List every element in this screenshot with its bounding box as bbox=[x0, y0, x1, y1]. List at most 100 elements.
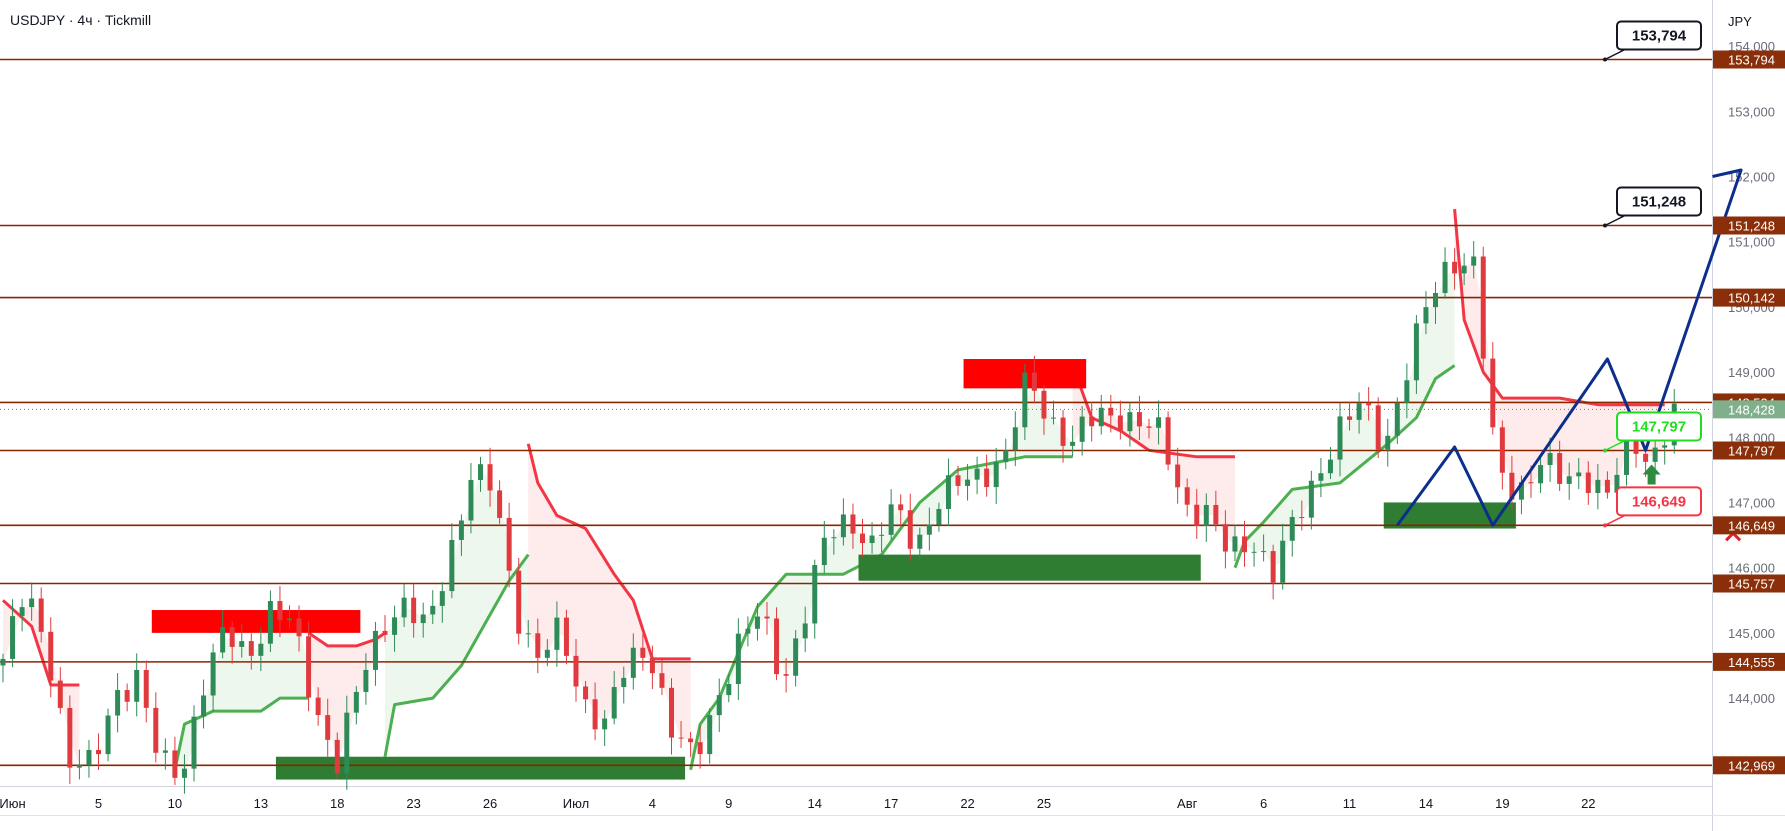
callout-anchor bbox=[1603, 448, 1607, 453]
supertrend-down-line bbox=[1, 599, 80, 687]
current-price-label: 148,428 bbox=[1728, 402, 1775, 417]
x-tick-label: 6 bbox=[1260, 796, 1267, 811]
candle-bull bbox=[726, 683, 732, 696]
candle-bull bbox=[1423, 307, 1429, 324]
candle-bear bbox=[1604, 479, 1610, 493]
candle-bull bbox=[449, 539, 455, 592]
x-tick-label: 19 bbox=[1495, 796, 1509, 811]
candle-bull bbox=[611, 687, 617, 719]
candle-bear bbox=[1175, 464, 1181, 488]
candle-bull bbox=[1280, 540, 1286, 583]
candle-bull bbox=[1251, 551, 1257, 553]
candle-bear bbox=[1031, 372, 1037, 391]
candle-bull bbox=[1156, 417, 1162, 428]
candle-bull bbox=[888, 504, 894, 535]
candle-bear bbox=[860, 533, 865, 544]
callout-box bbox=[1616, 411, 1702, 442]
candle-bull bbox=[1547, 453, 1553, 466]
candle-bull bbox=[926, 524, 932, 535]
candle-bull bbox=[1413, 323, 1419, 381]
candle-bull bbox=[353, 691, 359, 713]
candle-bear bbox=[1528, 482, 1534, 484]
candle-bear bbox=[1499, 427, 1505, 473]
candle-bear bbox=[57, 680, 63, 708]
x-tick-label: 9 bbox=[725, 796, 732, 811]
candle-bull bbox=[1203, 504, 1209, 527]
x-tick-label: 18 bbox=[330, 796, 344, 811]
candle-bear bbox=[688, 738, 694, 743]
x-tick-label: 10 bbox=[168, 796, 182, 811]
candle-bear bbox=[96, 749, 101, 755]
callout-box bbox=[1616, 20, 1702, 51]
candle-bear bbox=[315, 697, 321, 716]
candle-bull bbox=[1003, 450, 1009, 463]
candle-bull bbox=[86, 749, 92, 765]
level-tag bbox=[1713, 50, 1785, 69]
candle-bull bbox=[1538, 465, 1544, 484]
candle-bear bbox=[1452, 261, 1458, 274]
callout-text: 153,794 bbox=[1632, 28, 1687, 45]
supertrend-down-fill bbox=[1072, 365, 1235, 544]
x-tick-label: 5 bbox=[95, 796, 102, 811]
candle-bear bbox=[898, 504, 904, 511]
callout: 153,794 bbox=[1603, 20, 1702, 62]
x-tick-label: 22 bbox=[1581, 796, 1595, 811]
level-tag bbox=[1713, 516, 1785, 535]
candle-bear bbox=[48, 631, 54, 681]
candle-bear bbox=[764, 616, 770, 619]
candle-bull bbox=[879, 534, 885, 536]
candle-bear bbox=[1222, 524, 1228, 552]
candle-bear bbox=[678, 737, 684, 739]
candle-bull bbox=[821, 537, 827, 566]
candle-bull bbox=[1098, 407, 1104, 427]
demand-zone bbox=[275, 756, 686, 780]
supply-zone bbox=[151, 610, 361, 633]
candle-bear bbox=[1643, 453, 1649, 462]
callout: 147,797 bbox=[1603, 411, 1702, 453]
candle-bull bbox=[945, 475, 951, 510]
candle-bull bbox=[1471, 256, 1477, 266]
candle-bull bbox=[1662, 445, 1668, 448]
candle-bull bbox=[1576, 472, 1582, 477]
candle-bull bbox=[1022, 372, 1028, 428]
candle-bull bbox=[162, 750, 168, 753]
candle-bull bbox=[105, 715, 111, 755]
candle-bear bbox=[640, 647, 646, 658]
candle-bear bbox=[1184, 487, 1190, 505]
x-tick-label: 25 bbox=[1037, 796, 1051, 811]
candle-bull bbox=[1518, 482, 1524, 500]
candle-bull bbox=[210, 652, 216, 696]
candle-bear bbox=[774, 618, 780, 675]
candle-bear bbox=[583, 686, 589, 700]
callout-leader bbox=[1604, 439, 1626, 452]
candle-bear bbox=[67, 707, 73, 768]
candle-bear bbox=[907, 510, 913, 549]
candle-bull bbox=[1356, 403, 1362, 420]
candle-bear bbox=[535, 633, 541, 658]
level-tag-label: 147,797 bbox=[1728, 444, 1775, 459]
candle-bear bbox=[850, 514, 856, 534]
candle-bull bbox=[1308, 480, 1314, 518]
candle-bull bbox=[840, 514, 846, 538]
level-tag-label: 142,969 bbox=[1728, 758, 1775, 773]
candle-bear bbox=[1633, 433, 1639, 454]
up-arrow-icon bbox=[1642, 464, 1661, 485]
candle-bull bbox=[1051, 417, 1056, 419]
candle-bull bbox=[1394, 402, 1400, 436]
candle-bull bbox=[1318, 473, 1324, 481]
candle-bear bbox=[1366, 403, 1372, 406]
candle-bull bbox=[201, 695, 207, 717]
candle-bull bbox=[392, 617, 398, 635]
candle-bull bbox=[258, 643, 264, 656]
candle-bull bbox=[554, 617, 560, 650]
callout-anchor bbox=[1603, 523, 1607, 528]
y-tick-label: 149,000 bbox=[1728, 365, 1775, 380]
candle-bear bbox=[411, 597, 417, 624]
candle-bull bbox=[372, 630, 378, 670]
candle-bull bbox=[745, 628, 751, 634]
candle-bear bbox=[172, 750, 178, 778]
x-tick-label: Авг bbox=[1177, 796, 1198, 811]
candle-bull bbox=[974, 468, 980, 480]
candle-bear bbox=[592, 699, 598, 730]
